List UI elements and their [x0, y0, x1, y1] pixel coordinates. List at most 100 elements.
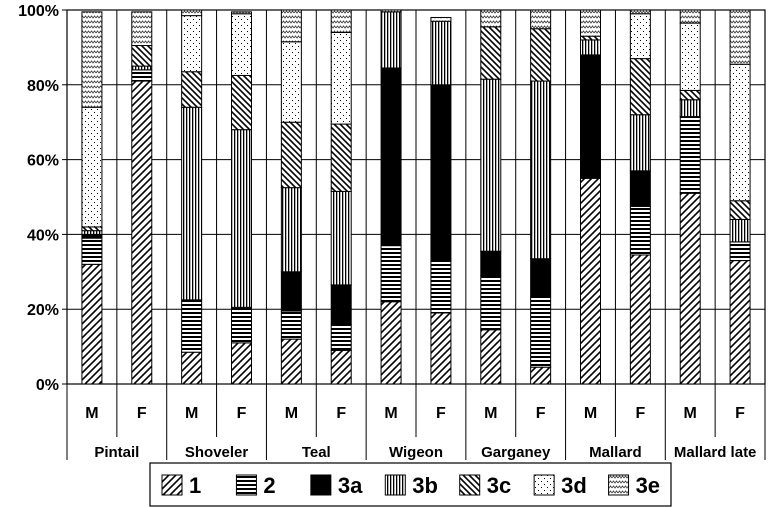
bar-segment — [629, 13, 651, 60]
bar-segment — [81, 237, 103, 265]
legend-box — [149, 462, 672, 507]
y-tick-label: 80% — [27, 78, 59, 95]
y-axis: 0% 20% 40% 60% 80% 100% — [18, 3, 67, 394]
bar-segment — [530, 80, 552, 260]
bar-segment — [729, 200, 751, 220]
bar-segment — [430, 84, 452, 262]
bar-segment — [380, 245, 402, 303]
bar-segment — [679, 99, 701, 118]
legend-swatch — [459, 474, 481, 496]
bar-segment — [181, 71, 203, 108]
bar-segment — [181, 9, 203, 17]
legend-swatch — [161, 474, 183, 496]
x-tick-label-sex: F — [735, 405, 745, 422]
x-tick-label-sex: F — [536, 405, 546, 422]
bar-segment — [330, 323, 352, 351]
bar-segment — [629, 114, 651, 172]
x-group-label: Mallard — [589, 444, 642, 461]
x-group-label: Mallard late — [674, 444, 757, 461]
legend-label: 3e — [636, 473, 660, 498]
bar-segment — [280, 187, 302, 273]
x-tick-label-sex: M — [584, 405, 597, 422]
bar-segment — [330, 9, 352, 33]
bar-segment — [480, 250, 502, 277]
bar-segment — [580, 9, 601, 37]
bar-segment — [480, 26, 502, 80]
bars-layer — [81, 9, 751, 385]
bar-segment — [181, 106, 203, 301]
bar-segment — [679, 116, 701, 194]
y-tick-label: 60% — [27, 153, 59, 170]
x-tick-label-sex: M — [285, 405, 298, 422]
x-tick-label-sex: F — [237, 405, 247, 422]
bar-segment — [430, 20, 452, 86]
y-tick-label: 0% — [36, 377, 59, 394]
bar-segment — [629, 205, 651, 256]
bar-segment — [231, 342, 252, 385]
bar-segment — [629, 254, 651, 385]
x-tick-label-sex: M — [185, 405, 198, 422]
x-group-label: Pintail — [94, 444, 139, 461]
bar-segment — [679, 89, 701, 101]
bar-segment — [81, 106, 103, 228]
bar-segment — [729, 218, 751, 243]
x-tick-label-sex: M — [384, 405, 397, 422]
bar-segment — [280, 271, 302, 312]
bar-segment — [629, 58, 651, 116]
bar-segment — [81, 263, 103, 385]
bar-segment — [330, 31, 352, 125]
bar-segment — [729, 63, 751, 202]
legend-label: 3a — [338, 473, 363, 498]
x-axis: M F M F M F M F M F M F M F Pintail Shoveler Teal Wigeon G… — [66, 384, 766, 461]
bar-segment — [480, 9, 502, 28]
bar-segment — [580, 39, 601, 56]
bar-segment — [679, 22, 701, 91]
y-tick-label: 40% — [27, 227, 59, 244]
bar-segment — [530, 295, 552, 368]
x-tick-label-sex: M — [484, 405, 497, 422]
bar-segment — [580, 54, 601, 179]
x-group-label: Shoveler — [185, 444, 249, 461]
legend-swatch — [384, 474, 406, 496]
bar-segment — [280, 41, 302, 123]
x-group-label: Garganey — [481, 444, 551, 461]
bar-segment — [380, 301, 402, 385]
bar-segment — [679, 9, 701, 24]
bar-segment — [280, 121, 302, 189]
x-tick-label-sex: F — [336, 405, 346, 422]
bar-segment — [629, 9, 651, 15]
y-tick-label: 20% — [27, 302, 59, 319]
y-tick-label: 100% — [18, 3, 59, 20]
legend-swatch — [608, 474, 630, 496]
legend-swatch — [310, 474, 332, 496]
legend-label: 3d — [561, 473, 587, 498]
x-group-label: Wigeon — [389, 444, 443, 461]
bar-segment — [629, 170, 651, 207]
bar-segment — [231, 129, 252, 308]
legend-swatch — [235, 474, 257, 496]
bar-segment — [81, 233, 103, 239]
bar-segment — [231, 11, 252, 15]
bar-segment — [131, 65, 153, 71]
bar-segment — [181, 299, 203, 353]
bar-segment — [181, 15, 203, 73]
bar-segment — [131, 11, 153, 47]
bar-segment — [330, 284, 352, 325]
bar-segment — [280, 338, 302, 385]
bar-segment — [480, 275, 502, 331]
bar-segment — [530, 9, 552, 30]
bar-segment — [679, 192, 701, 385]
bar-segment — [181, 351, 203, 385]
x-tick-label-sex: F — [436, 405, 446, 422]
x-tick-label-sex: M — [684, 405, 697, 422]
legend-label: 1 — [189, 473, 201, 498]
bar-segment — [530, 366, 552, 385]
bar-segment — [530, 258, 552, 297]
legend-swatch — [533, 474, 555, 496]
x-group-label: Teal — [302, 444, 331, 461]
x-tick-label-sex: F — [635, 405, 645, 422]
bar-segment — [231, 306, 252, 344]
bar-segment — [280, 9, 302, 43]
bar-segment — [480, 78, 502, 252]
